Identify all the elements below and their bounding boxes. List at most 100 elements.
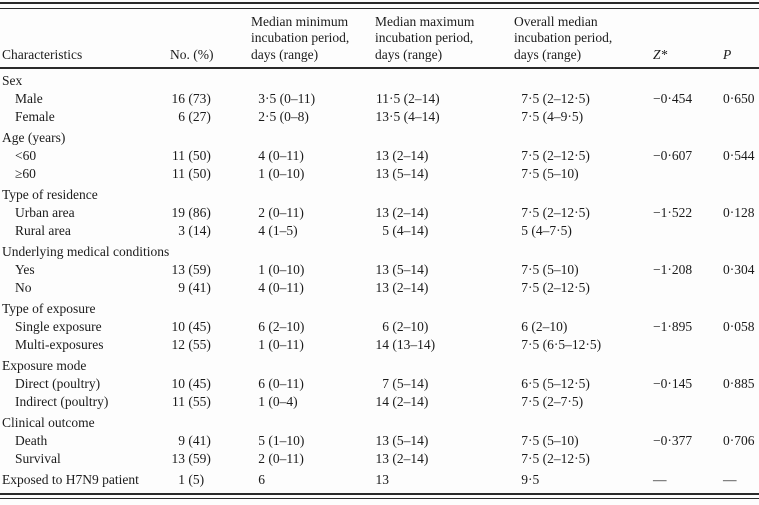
- cell-value-number: 11: [172, 148, 185, 163]
- cell-max: 13·5 (4–14): [375, 108, 514, 126]
- table-section: Sex Male 16 (73) 3·5 (0–11) 11·5 (2–14) 7·5 (…: [0, 72, 759, 126]
- cell-value-number: 4: [258, 280, 265, 295]
- cell-value-number: 6: [258, 319, 265, 334]
- cell-z-statistic: [651, 222, 721, 240]
- row-label: Survival: [15, 451, 61, 466]
- cell-value-range: (0–4): [265, 394, 298, 409]
- cell-value-number: 16: [171, 91, 186, 106]
- cell-value-number: 13: [375, 472, 390, 487]
- cell-value-range: (13–14): [389, 337, 436, 352]
- cell-value-number: 7: [521, 337, 528, 352]
- cell-value-number: 5: [382, 223, 389, 238]
- cell-value-range: ·5 (4–14): [389, 109, 440, 124]
- cell-p-value: [721, 222, 759, 240]
- cell-value-range: (2–10): [389, 319, 429, 334]
- cell-max: 14 (2–14): [375, 393, 514, 411]
- header-line: Median minimum: [251, 13, 349, 29]
- cell-min: 4 (1–5): [251, 222, 375, 240]
- row-label: Exposed to H7N9 patient: [2, 472, 139, 487]
- cell-no: 13 (59): [170, 261, 251, 279]
- cell-max: 13 (5–14): [375, 165, 514, 183]
- section-header-label: Type of exposure: [2, 301, 96, 316]
- header-line: Z*: [653, 46, 668, 62]
- table-body: Sex Male 16 (73) 3·5 (0–11) 11·5 (2–14) 7·5 (…: [0, 72, 759, 489]
- cell-z-statistic: −1·895: [653, 319, 693, 334]
- cell-value-range: ·5 (5–10): [528, 262, 579, 277]
- table-row: Urban area 19 (86) 2 (0–11) 13 (2–14) 7·5 (2…: [0, 204, 759, 222]
- cell-max: 11·5 (2–14): [375, 90, 514, 108]
- cell-no: 3 (14): [170, 222, 251, 240]
- cell-no: 1 (5): [170, 471, 251, 489]
- cell-min: 1 (0–10): [251, 261, 375, 279]
- row-label: Death: [15, 433, 48, 448]
- cell-min: 2 (0–11): [251, 204, 375, 222]
- cell-value-number: 2: [258, 451, 265, 466]
- row-label: Multi-exposures: [15, 337, 104, 352]
- cell-p-value: [721, 279, 759, 297]
- cell-p-value: 0·650: [723, 91, 755, 106]
- cell-value-number: 4: [258, 223, 265, 238]
- cell-no: 12 (55): [170, 336, 251, 354]
- cell-z-statistic: −1·522: [653, 205, 693, 220]
- cell-max: 13 (2–14): [375, 450, 514, 468]
- table-row: Male 16 (73) 3·5 (0–11) 11·5 (2–14) 7·5 (2–1…: [0, 90, 759, 108]
- cell-max: 5 (4–14): [375, 222, 514, 240]
- table-row: Indirect (poultry) 11 (55) 1 (0–4) 14 (2–14…: [0, 393, 759, 411]
- cell-value-number: 11: [376, 91, 389, 106]
- cell-min: 1 (0–10): [251, 165, 375, 183]
- cell-z-statistic: [651, 393, 721, 411]
- section-header-row: Type of residence: [0, 186, 759, 204]
- cell-value-range: ·5 (2–12·5): [528, 280, 590, 295]
- table-row: Single exposure 10 (45) 6 (2–10) 6 (2–10) 6 …: [0, 318, 759, 336]
- cell-value-range: (5–14): [389, 262, 429, 277]
- cell-no: 9 (41): [170, 279, 251, 297]
- cell-value-number: 6: [521, 376, 528, 391]
- cell-no: 13 (59): [170, 450, 251, 468]
- section-header-row: Underlying medical conditions: [0, 243, 759, 261]
- table-row: Female 6 (27) 2·5 (0–8) 13·5 (4–14) 7·5 (4–9…: [0, 108, 759, 126]
- cell-value-number: 13: [375, 451, 390, 466]
- cell-z-statistic: −1·208: [653, 262, 693, 277]
- section-header-row: Sex: [0, 72, 759, 90]
- cell-overall: 9·5: [514, 471, 651, 489]
- top-double-rule: [0, 2, 759, 9]
- cell-value-range: (1–5): [265, 223, 298, 238]
- cell-value-number: 13: [375, 166, 390, 181]
- section-header-row: Age (years): [0, 129, 759, 147]
- cell-overall: 7·5 (2–12·5): [514, 90, 651, 108]
- cell-value-range: (0–11): [265, 337, 304, 352]
- header-line: incubation period,: [375, 30, 474, 45]
- cell-p-value: 0·128: [723, 205, 755, 220]
- cell-no: 6 (27): [170, 108, 251, 126]
- cell-no: 11 (50): [170, 147, 251, 165]
- cell-value-range: ·5 (0–8): [265, 109, 309, 124]
- cell-overall: 7·5 (2–12·5): [514, 279, 651, 297]
- cell-value-number: 7: [521, 433, 528, 448]
- row-label: Urban area: [15, 205, 75, 220]
- table-row: Direct (poultry) 10 (45) 6 (0–11) 7 (5–14) 6…: [0, 375, 759, 393]
- header-line: days (range): [251, 46, 319, 62]
- cell-value-range: (4–7·5): [528, 223, 572, 238]
- table-row: Death 9 (41) 5 (1–10) 13 (5–14) 7·5 (5–10) −0…: [0, 432, 759, 450]
- col-header-p-value: P: [721, 47, 759, 68]
- cell-z-statistic: [651, 279, 721, 297]
- cell-value-number: 7: [382, 376, 389, 391]
- row-label: ≥60: [15, 166, 36, 181]
- table-row: Yes 13 (59) 1 (0–10) 13 (5–14) 7·5 (5–10) −1·…: [0, 261, 759, 279]
- table-section: Age (years) <60 11 (50) 4 (0–11) 13 (2–14) 7·…: [0, 129, 759, 183]
- section-header-label: Age (years): [2, 130, 66, 145]
- col-header-median-min: Median minimum incubation period, days (…: [251, 14, 375, 68]
- cell-z-statistic: −0·377: [653, 433, 693, 448]
- cell-value-range: ·5 (5–10): [528, 166, 579, 181]
- cell-value-range: (59): [185, 451, 211, 466]
- cell-value-range: (27): [185, 109, 211, 124]
- cell-value-number: 3: [178, 223, 185, 238]
- cell-no: 9 (41): [170, 432, 251, 450]
- row-label: Indirect (poultry): [15, 394, 109, 409]
- cell-z-statistic: [651, 336, 721, 354]
- cell-value-number: 14: [375, 337, 390, 352]
- cell-min: 4 (0–11): [251, 147, 375, 165]
- cell-no: 16 (73): [170, 90, 251, 108]
- row-label: Male: [15, 91, 43, 106]
- cell-value-range: (2–10): [265, 319, 305, 334]
